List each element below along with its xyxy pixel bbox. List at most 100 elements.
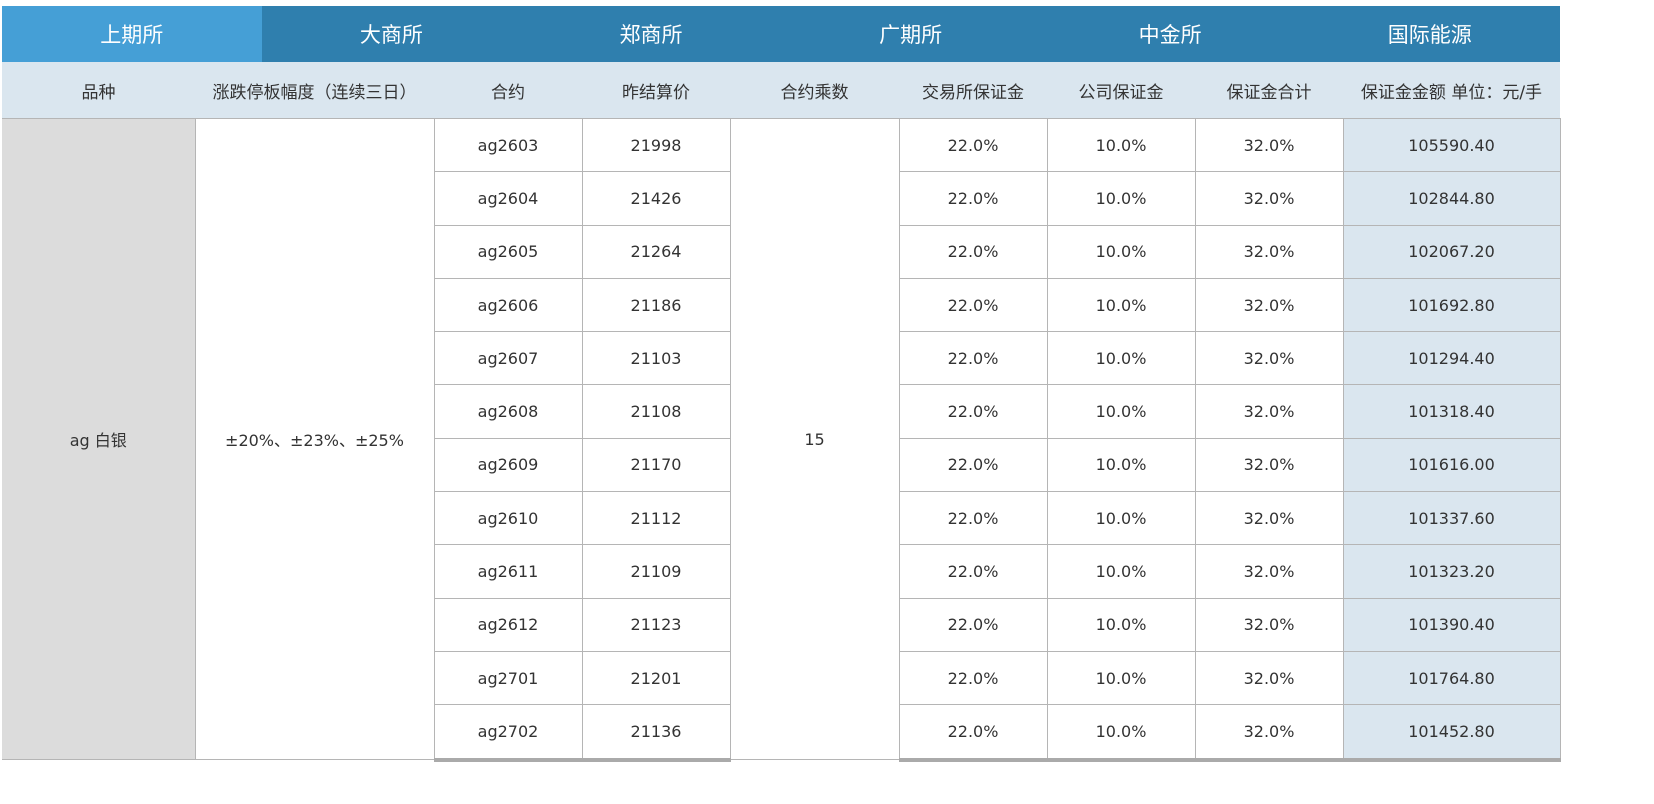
margin-panel: 上期所 大商所 郑商所 广期所 中金所 国际能源 品种 涨跌停板幅度（连续三日） 合约 昨结算价…	[2, 6, 1561, 762]
tab-4[interactable]: 中金所	[1138, 23, 1202, 47]
settle-price-cell: 21136	[581, 704, 731, 762]
contract-cell: ag2606	[433, 277, 583, 333]
margin-amount-cell: 101337.60	[1342, 491, 1561, 546]
table-row: ag2607 21103 22.0% 10.0% 32.0% 101294.40	[2, 331, 1561, 386]
total-margin-cell: 32.0%	[1194, 384, 1344, 439]
margin-amount-cell: 101764.80	[1342, 650, 1561, 706]
settle-price-cell: 21998	[581, 117, 731, 173]
settle-price-cell: 21264	[581, 224, 731, 279]
total-margin-cell: 32.0%	[1194, 224, 1344, 279]
contract-cell: ag2702	[433, 704, 583, 762]
exchange-margin-cell: 22.0%	[898, 224, 1048, 279]
column-header: 公司保证金	[1047, 62, 1195, 119]
settle-price-cell: 21112	[581, 491, 731, 546]
exchange-margin-cell: 22.0%	[898, 704, 1048, 762]
exchange-margin-cell: 22.0%	[898, 117, 1048, 173]
margin-amount-cell: 101616.00	[1342, 437, 1561, 493]
settle-price-cell: 21123	[581, 597, 731, 652]
tab-2[interactable]: 郑商所	[619, 23, 683, 47]
contract-cell: ag2603	[433, 117, 583, 173]
table-row: ag2608 21108 22.0% 10.0% 32.0% 101318.40	[2, 384, 1561, 439]
company-margin-cell: 10.0%	[1046, 117, 1196, 173]
variety-cell: ag 白银	[2, 117, 196, 761]
settle-price-cell: 21186	[581, 277, 731, 333]
settle-price-cell: 21109	[581, 544, 731, 599]
contract-cell: ag2610	[433, 491, 583, 546]
margin-amount-cell: 101323.20	[1342, 544, 1561, 599]
total-margin-cell: 32.0%	[1194, 491, 1344, 546]
table-header: 品种 涨跌停板幅度（连续三日） 合约 昨结算价 合约乘数 交易所保证金 公司保证金 保证金合计…	[2, 62, 1560, 119]
exchange-margin-cell: 22.0%	[898, 597, 1048, 652]
contract-cell: ag2609	[433, 437, 583, 493]
table-row: ag 白银 ±20%、±23%、±25% ag2603 21998 15 22.0% 10.…	[2, 117, 1561, 761]
exchange-margin-cell: 22.0%	[898, 544, 1048, 599]
company-margin-cell: 10.0%	[1046, 544, 1196, 599]
company-margin-cell: 10.0%	[1046, 171, 1196, 226]
exchange-margin-cell: 22.0%	[898, 171, 1048, 226]
total-margin-cell: 32.0%	[1194, 597, 1344, 652]
margin-amount-cell: 105590.40	[1342, 117, 1561, 173]
column-header: 保证金金额 单位：元/手	[1343, 62, 1560, 119]
exchange-margin-cell: 22.0%	[898, 331, 1048, 386]
total-margin-cell: 32.0%	[1194, 650, 1344, 706]
settle-price-cell: 21108	[581, 384, 731, 439]
tab-5[interactable]: 国际能源	[1387, 23, 1472, 47]
company-margin-cell: 10.0%	[1046, 491, 1196, 546]
contract-cell: ag2604	[433, 171, 583, 226]
exchange-margin-cell: 22.0%	[898, 437, 1048, 493]
company-margin-cell: 10.0%	[1046, 704, 1196, 762]
margin-amount-cell: 102844.80	[1342, 171, 1561, 226]
company-margin-cell: 10.0%	[1046, 384, 1196, 439]
column-header: 交易所保证金	[899, 62, 1047, 119]
total-margin-cell: 32.0%	[1194, 171, 1344, 226]
exchange-margin-cell: 22.0%	[898, 491, 1048, 546]
margin-amount-cell: 101452.80	[1342, 704, 1561, 762]
contract-cell: ag2611	[433, 544, 583, 599]
column-header: 涨跌停板幅度（连续三日）	[195, 62, 434, 119]
table-row: ag2609 21170 22.0% 10.0% 32.0% 101616.00	[2, 437, 1561, 493]
settle-price-cell: 21201	[581, 650, 731, 706]
settle-price-cell: 21103	[581, 331, 731, 386]
tab-3[interactable]: 广期所	[879, 23, 943, 47]
table-row: ag2606 21186 22.0% 10.0% 32.0% 101692.80	[2, 277, 1561, 333]
settle-price-cell: 21170	[581, 437, 731, 493]
column-header: 保证金合计	[1195, 62, 1343, 119]
table-row: ag2702 21136 22.0% 10.0% 32.0% 101452.80	[2, 704, 1561, 762]
multiplier-cell: 15	[729, 117, 900, 761]
contract-cell: ag2605	[433, 224, 583, 279]
margin-amount-cell: 101318.40	[1342, 384, 1561, 439]
exchange-margin-cell: 22.0%	[898, 277, 1048, 333]
margin-table: 品种 涨跌停板幅度（连续三日） 合约 昨结算价 合约乘数 交易所保证金 公司保证金 保证金合计…	[2, 62, 1561, 762]
column-header: 合约乘数	[730, 62, 899, 119]
total-margin-cell: 32.0%	[1194, 277, 1344, 333]
table-row: ag2612 21123 22.0% 10.0% 32.0% 101390.40	[2, 597, 1561, 652]
column-header: 合约	[434, 62, 582, 119]
table-row: ag2610 21112 22.0% 10.0% 32.0% 101337.60	[2, 491, 1561, 546]
column-header: 昨结算价	[582, 62, 730, 119]
total-margin-cell: 32.0%	[1194, 331, 1344, 386]
company-margin-cell: 10.0%	[1046, 331, 1196, 386]
table-row: ag2604 21426 22.0% 10.0% 32.0% 102844.80	[2, 171, 1561, 226]
tab-0[interactable]: 上期所	[2, 6, 262, 62]
table-row: ag2701 21201 22.0% 10.0% 32.0% 101764.80	[2, 650, 1561, 706]
total-margin-cell: 32.0%	[1194, 117, 1344, 173]
total-margin-cell: 32.0%	[1194, 544, 1344, 599]
company-margin-cell: 10.0%	[1046, 224, 1196, 279]
contract-cell: ag2607	[433, 331, 583, 386]
exchange-tabs: 上期所 大商所 郑商所 广期所 中金所 国际能源	[2, 6, 1560, 62]
table-row: ag2605 21264 22.0% 10.0% 32.0% 102067.20	[2, 224, 1561, 279]
price-limit-cell: ±20%、±23%、±25%	[194, 117, 435, 761]
company-margin-cell: 10.0%	[1046, 650, 1196, 706]
column-header: 品种	[2, 62, 195, 119]
contract-cell: ag2608	[433, 384, 583, 439]
contract-cell: ag2612	[433, 597, 583, 652]
margin-amount-cell: 101692.80	[1342, 277, 1561, 333]
company-margin-cell: 10.0%	[1046, 597, 1196, 652]
total-margin-cell: 32.0%	[1194, 437, 1344, 493]
exchange-margin-cell: 22.0%	[898, 650, 1048, 706]
tab-1[interactable]: 大商所	[359, 23, 423, 47]
company-margin-cell: 10.0%	[1046, 437, 1196, 493]
margin-amount-cell: 102067.20	[1342, 224, 1561, 279]
company-margin-cell: 10.0%	[1046, 277, 1196, 333]
margin-amount-cell: 101390.40	[1342, 597, 1561, 652]
